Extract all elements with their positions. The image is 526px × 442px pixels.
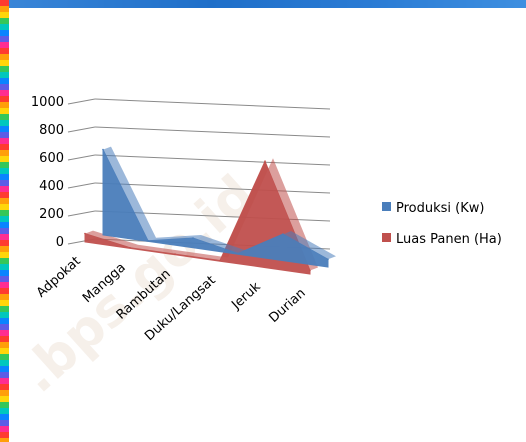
- data-point: [237, 252, 239, 255]
- window-left-border: [0, 0, 9, 442]
- gridline-side: [67, 182, 96, 189]
- x-tick-label: Durian: [266, 286, 308, 326]
- data-point: [174, 253, 176, 255]
- area-series-1-depth: [103, 146, 336, 260]
- legend-swatch: [382, 233, 391, 242]
- gridline-side: [67, 154, 96, 161]
- data-point: [309, 269, 311, 272]
- data-point: [129, 246, 131, 249]
- y-tick-label: 200: [39, 207, 64, 222]
- y-axis-ticks: 0 200 400 600 800 1000: [31, 95, 64, 250]
- legend-label: Produksi (Kw): [396, 201, 484, 216]
- data-point: [147, 239, 149, 242]
- area-series-2-depth: [85, 158, 318, 271]
- data-point: [192, 237, 194, 239]
- legend-label: Luas Panen (Ha): [396, 232, 502, 247]
- x-tick-label: Jeruk: [228, 279, 264, 313]
- plot-series: [84, 146, 336, 275]
- y-tick-label: 400: [39, 179, 64, 194]
- y-tick-label: 800: [39, 123, 64, 138]
- legend: Produksi (Kw) Luas Panen (Ha): [382, 201, 502, 247]
- gridline-side: [67, 210, 96, 217]
- gridline: [94, 182, 331, 194]
- gridline: [94, 98, 331, 110]
- gridline: [94, 154, 331, 166]
- y-tick-label: 0: [56, 235, 64, 250]
- gridline-side: [67, 98, 96, 105]
- legend-swatch: [382, 202, 391, 211]
- data-point: [282, 233, 284, 235]
- data-point: [84, 232, 86, 235]
- data-point: [264, 160, 266, 162]
- gridline: [94, 126, 331, 138]
- y-tick-label: 600: [39, 151, 64, 166]
- y-tick-label: 1000: [31, 95, 64, 110]
- gridline-side: [67, 126, 96, 133]
- data-point: [327, 258, 329, 261]
- window-top-border: [0, 0, 526, 8]
- data-point: [219, 259, 221, 262]
- data-point: [102, 148, 104, 151]
- x-tick-label: Adpokat: [34, 254, 84, 301]
